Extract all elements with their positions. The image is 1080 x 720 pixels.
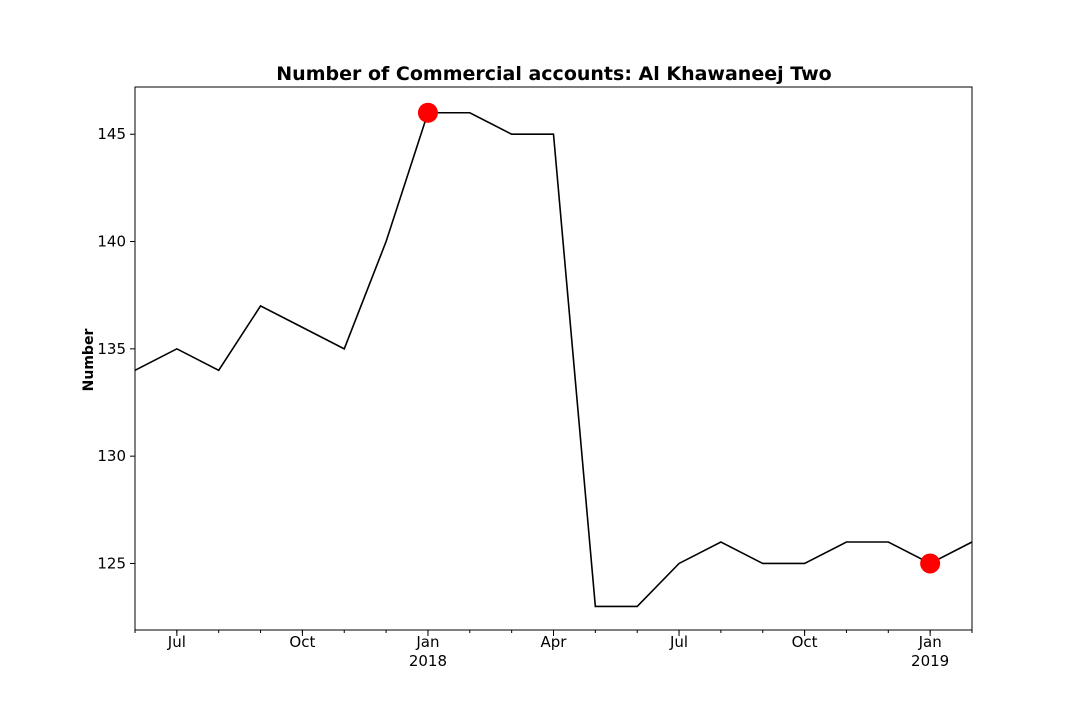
x-tick-label: Jan: [918, 633, 942, 651]
x-tick-year-label: 2019: [911, 652, 949, 670]
x-tick-label: Jul: [167, 633, 186, 651]
x-tick-label: Apr: [541, 633, 568, 651]
x-tick-year-label: 2018: [409, 652, 447, 670]
highlight-point: [417, 102, 438, 123]
y-tick-label: 140: [97, 233, 126, 251]
chart-title: Number of Commercial accounts: Al Khawan…: [276, 63, 831, 85]
y-tick-label: 145: [97, 125, 126, 143]
x-tick-label: Oct: [289, 633, 315, 651]
y-tick-label: 135: [97, 340, 126, 358]
x-tick-label: Jul: [669, 633, 688, 651]
axes-frame: [134, 86, 973, 631]
y-tick-label: 130: [97, 447, 126, 465]
y-axis-label: Number: [81, 329, 97, 392]
highlight-point: [920, 553, 941, 574]
highlight-markers: [417, 102, 941, 574]
series-line: [134, 111, 973, 608]
x-tick-label: Oct: [792, 633, 818, 651]
x-tick-label: Jan: [415, 633, 439, 651]
plot-area: [134, 111, 973, 608]
y-tick-label: 125: [97, 554, 126, 572]
